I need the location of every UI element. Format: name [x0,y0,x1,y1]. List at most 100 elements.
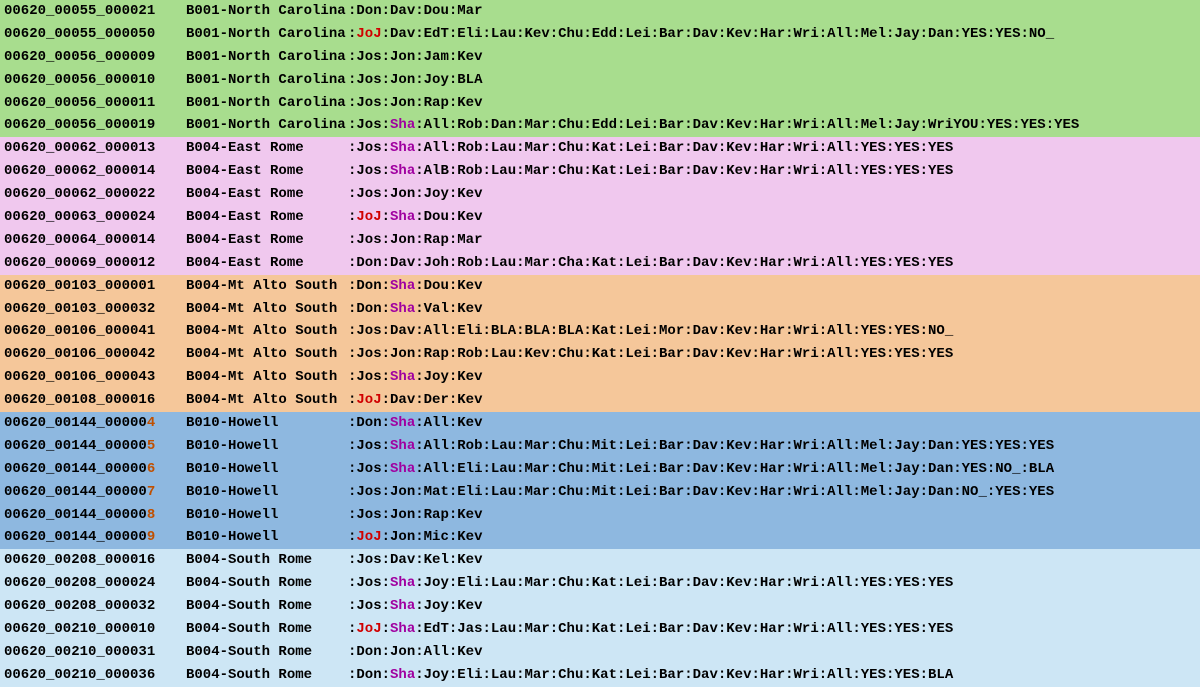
segment-separator: : [415,255,423,271]
segment: JoJ [356,621,381,637]
segment-separator: : [920,26,928,42]
log-row: 00620_00069_000012B004-East Rome:Don:Dav… [0,252,1200,275]
segment: Kev [726,346,751,362]
segment: Lei [625,575,650,591]
segment: YES [995,26,1020,42]
segment: Wri [794,140,819,156]
segment: Kev [726,163,751,179]
segment-separator: : [684,26,692,42]
segment: Jay [894,461,919,477]
segment: Don [356,301,381,317]
segment: Jon [390,186,415,202]
segment-separator: : [415,72,423,88]
segment: All [424,644,449,660]
segment-separator: : [415,163,423,179]
segment: All [827,484,852,500]
segment: Dav [390,392,415,408]
segment-separator: : [516,575,524,591]
row-id: 00620_00210_000036 [4,664,186,687]
segment: Har [760,255,785,271]
segment: Kat [592,140,617,156]
segment-separator: : [852,346,860,362]
segment-separator: : [415,26,423,42]
segment-separator: : [684,163,692,179]
segment-separator: : [415,644,423,660]
segment-separator: : [382,529,390,545]
segment: Mar [525,667,550,683]
segment-separator: : [651,163,659,179]
segment-separator: : [953,26,961,42]
segment: Dou [424,278,449,294]
segment: YES [894,621,919,637]
segment: Jon [390,72,415,88]
segment-separator: : [852,575,860,591]
row-id: 00620_00103_000001 [4,275,186,298]
segment: Jos [356,140,381,156]
segment: Rap [424,95,449,111]
segment-separator: : [382,323,390,339]
row-id: 00620_00055_000021 [4,0,186,23]
segment: YES [962,461,987,477]
segment: Jay [894,117,919,133]
segment-separator: : [516,323,524,339]
segment-separator: : [953,438,961,454]
row-segments: :Jos:Sha:Joy:Kev [348,595,483,618]
segment: Rob [457,255,482,271]
segment-separator: : [651,346,659,362]
segment: Mat [424,484,449,500]
segment: Jos [356,232,381,248]
segment: YES [894,140,919,156]
segment-separator: : [415,575,423,591]
segment-separator: : [415,117,423,133]
row-segments: :Don:Sha:Joy:Eli:Lau:Mar:Chu:Kat:Lei:Bar… [348,664,953,687]
segment: Jos [356,95,381,111]
segment: Kat [592,667,617,683]
segment-separator: : [852,255,860,271]
segment: Jos [356,438,381,454]
log-row: 00620_00056_000010B001-North Carolina:Jo… [0,69,1200,92]
segment: Kev [726,667,751,683]
segment-separator: : [516,438,524,454]
segment-separator: : [382,301,390,317]
row-location: B010-Howell [186,504,348,527]
segment-separator: : [415,438,423,454]
segment: Mel [861,438,886,454]
segment-separator: : [583,484,591,500]
segment: Mar [525,140,550,156]
segment-separator: : [785,117,793,133]
segment: Har [760,461,785,477]
segment: YES [861,163,886,179]
segment: Jay [894,26,919,42]
segment-separator: : [684,575,692,591]
row-location: B004-South Rome [186,549,348,572]
row-id: 00620_00144_000008 [4,504,186,527]
segment: YES [928,140,953,156]
segment-separator: : [483,667,491,683]
segment-separator: : [550,484,558,500]
segment: Kev [457,415,482,431]
row-id: 00620_00210_000031 [4,641,186,664]
segment-separator: : [819,140,827,156]
segment-separator: : [382,95,390,111]
segment-separator: : [752,667,760,683]
segment: Eli [457,461,482,477]
segment-separator: : [852,461,860,477]
segment: Rap [424,232,449,248]
segment: All [827,255,852,271]
segment-separator: : [852,484,860,500]
segment: Kat [592,621,617,637]
segment: Joy [424,667,449,683]
segment: Mar [525,255,550,271]
log-row: 00620_00106_000041B004-Mt Alto South:Jos… [0,320,1200,343]
row-segments: :Jos:Sha:All:Rob:Lau:Mar:Chu:Mit:Lei:Bar… [348,435,1054,458]
log-row: 00620_00062_000022B004-East Rome:Jos:Jon… [0,183,1200,206]
segment: BLA [457,72,482,88]
segment-separator: : [819,667,827,683]
segment: Mit [592,484,617,500]
segment: Bar [659,461,684,477]
segment-separator: : [651,117,659,133]
row-id: 00620_00108_000016 [4,389,186,412]
segment: Mar [457,3,482,19]
row-location: B004-South Rome [186,664,348,687]
segment-separator: : [382,49,390,65]
